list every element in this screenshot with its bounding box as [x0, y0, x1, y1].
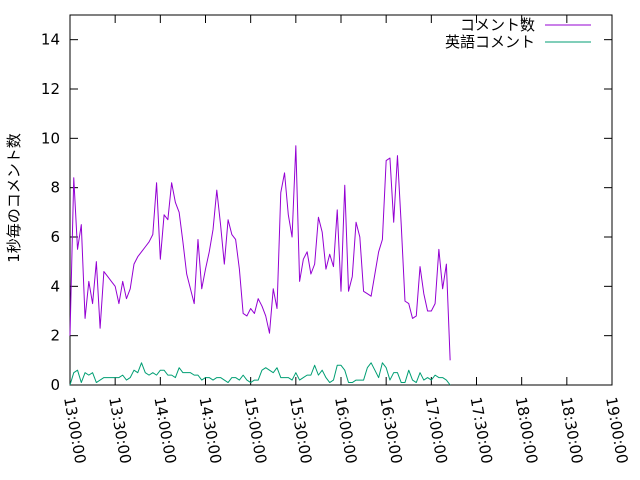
x-tick-label: 18:30:00: [557, 396, 586, 465]
legend-label-2: 英語コメント: [445, 33, 535, 51]
legend-label-1: コメント数: [460, 16, 535, 34]
x-tick-label: 19:00:00: [602, 396, 631, 465]
y-axis-label: 1秒毎のコメント数: [5, 133, 23, 263]
y-tick-label: 6: [50, 228, 60, 246]
y-axis-ticks: 0 2 4 6 8 10 12 14: [41, 31, 612, 394]
x-tick-label: 14:00:00: [150, 396, 179, 465]
y-tick-label: 10: [41, 129, 60, 147]
y-tick-label: 14: [41, 31, 60, 49]
y-tick-label: 12: [41, 80, 60, 98]
x-axis-ticks: 13:00:00 13:30:00 14:00:00 14:30:00 15:00:00…: [60, 15, 631, 465]
y-tick-label: 4: [50, 277, 60, 295]
x-tick-label: 17:30:00: [467, 396, 496, 465]
series-line-1: [69, 145, 451, 361]
series-line-2: [69, 362, 451, 386]
x-tick-label: 15:00:00: [241, 396, 270, 465]
x-tick-label: 16:00:00: [331, 396, 360, 465]
y-tick-label: 2: [50, 327, 60, 345]
x-tick-label: 18:00:00: [512, 396, 541, 465]
plot-frame: [69, 14, 613, 386]
x-tick-label: 13:30:00: [105, 396, 134, 465]
x-tick-label: 13:00:00: [60, 396, 89, 465]
x-tick-label: 15:30:00: [286, 396, 315, 465]
y-tick-label: 0: [50, 376, 60, 394]
x-tick-label: 17:00:00: [421, 396, 450, 465]
plot-border: [69, 14, 613, 386]
x-tick-label: 16:30:00: [376, 396, 405, 465]
y-tick-label: 8: [50, 179, 60, 197]
x-tick-label: 14:30:00: [196, 396, 225, 465]
series-layer: [69, 145, 451, 386]
